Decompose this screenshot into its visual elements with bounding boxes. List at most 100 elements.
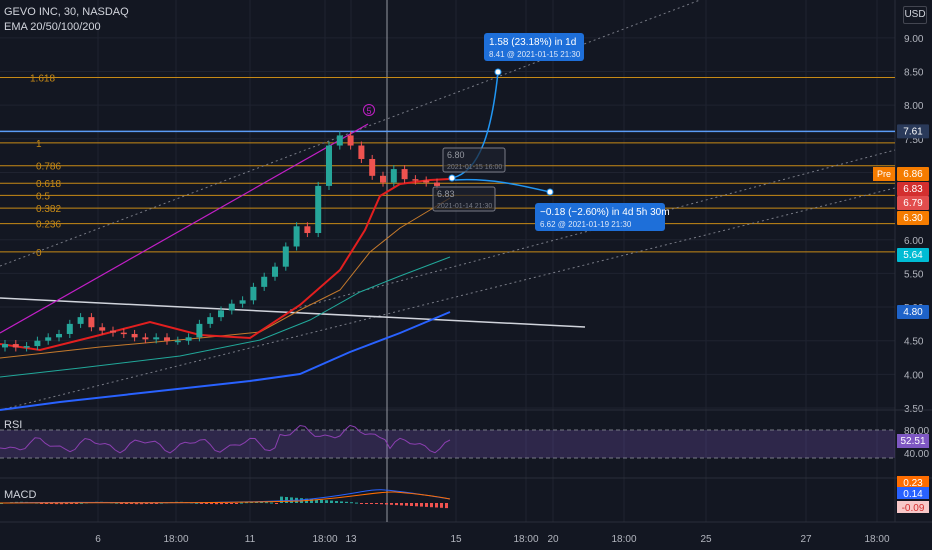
macd-histogram-bar xyxy=(285,497,288,503)
ema-line-100 xyxy=(0,256,451,378)
macd-histogram-bar xyxy=(400,503,403,506)
macd-histogram-bar xyxy=(70,503,73,504)
rsi-band xyxy=(0,430,895,458)
candle-body xyxy=(99,327,106,331)
fib-level-label: 0.786 xyxy=(36,162,61,173)
macd-histogram-bar xyxy=(215,503,218,505)
candle-body xyxy=(88,317,95,328)
macd-badge-text: 0.23 xyxy=(903,478,923,489)
candle-body xyxy=(45,337,52,341)
candle-body xyxy=(369,158,376,176)
macd-badge xyxy=(897,487,929,499)
macd-histogram-bar xyxy=(440,503,443,508)
x-tick-label: 25 xyxy=(700,534,712,545)
candle-body xyxy=(390,169,397,183)
macd-histogram-bar xyxy=(220,503,223,505)
faded-label-text: 6.83 xyxy=(437,189,455,199)
indicator-legend: EMA 20/50/100/200 xyxy=(4,21,101,33)
x-tick-label: 15 xyxy=(450,534,462,545)
candle-body xyxy=(228,303,235,311)
x-tick-label: 18:00 xyxy=(513,534,538,545)
wedge-line xyxy=(0,123,369,334)
price-badge-text: 6.83 xyxy=(903,184,923,195)
x-tick-label: 18:00 xyxy=(611,534,636,545)
candle-body xyxy=(77,317,84,324)
candle-body xyxy=(185,337,192,341)
macd-histogram-bar xyxy=(135,503,138,505)
price-badge xyxy=(897,248,929,262)
macd-histogram-bar xyxy=(325,500,328,503)
projection-callout xyxy=(484,33,584,61)
projection-up-path xyxy=(451,71,499,179)
y-tick-label: 9.00 xyxy=(904,34,924,45)
candle-body xyxy=(174,340,181,343)
rsi-tick-label: 40.00 xyxy=(904,449,929,460)
candle-body xyxy=(218,310,224,318)
currency-button[interactable]: USD xyxy=(903,6,927,24)
fib-level-label: 0.5 xyxy=(36,191,50,202)
macd-histogram-bar xyxy=(45,503,48,504)
candle-body xyxy=(34,340,41,347)
faded-label-box xyxy=(442,147,506,173)
macd-histogram-bar xyxy=(205,503,208,504)
fib-level-label: 1.618 xyxy=(30,74,55,85)
candle-body xyxy=(12,344,19,348)
projection-origin xyxy=(448,174,456,182)
macd-badge-text: 0.14 xyxy=(903,489,923,500)
macd-histogram-bar xyxy=(235,503,238,504)
macd-histogram-bar xyxy=(330,500,333,503)
candle-body xyxy=(272,266,278,277)
price-badge xyxy=(897,124,929,139)
macd-badge-text: -0.09 xyxy=(902,503,925,514)
macd-histogram-bar xyxy=(430,503,433,508)
macd-histogram-bar xyxy=(245,502,248,504)
macd-histogram-bar xyxy=(385,503,388,505)
candle-body xyxy=(261,276,268,287)
trend-line-dotted xyxy=(289,149,896,311)
y-tick-label: 4.50 xyxy=(904,337,924,348)
wave-label: 5 xyxy=(366,106,371,116)
candle-body xyxy=(120,332,127,335)
trend-line-white xyxy=(0,297,586,328)
wave-marker xyxy=(363,104,375,116)
macd-histogram-bar xyxy=(405,503,408,506)
ema-line-50 xyxy=(0,197,451,359)
macd-histogram-bar xyxy=(0,503,3,504)
x-tick-label: 18:00 xyxy=(163,534,188,545)
price-badge-text: 6.86 xyxy=(903,169,923,180)
candle-body xyxy=(401,169,408,180)
macd-histogram-bar xyxy=(345,501,348,503)
candle-body xyxy=(56,333,62,338)
candle-body xyxy=(347,135,354,146)
macd-histogram-bar xyxy=(380,503,383,505)
macd-histogram-bar xyxy=(360,503,363,504)
macd-histogram-bar xyxy=(55,503,58,505)
price-badge-text: 5.64 xyxy=(903,250,923,261)
candle-body xyxy=(207,317,214,324)
candle-body xyxy=(66,323,73,334)
candle-body xyxy=(196,323,203,338)
price-badge xyxy=(897,305,929,319)
x-tick-label: 13 xyxy=(345,534,357,545)
candle-body xyxy=(304,226,311,234)
macd-badge xyxy=(897,501,929,513)
macd-histogram-bar xyxy=(40,503,43,504)
macd-histogram-bar xyxy=(75,503,78,504)
macd-histogram-bar xyxy=(355,502,358,504)
candle-body xyxy=(434,182,440,186)
fib-level-label: 0.236 xyxy=(36,220,61,231)
candle-body xyxy=(250,286,257,301)
candle-body xyxy=(239,300,246,304)
fib-level-label: 0 xyxy=(36,248,42,259)
macd-histogram-bar xyxy=(225,503,228,504)
macd-pane-label: MACD xyxy=(4,489,37,501)
macd-histogram-bar xyxy=(350,502,353,504)
y-tick-label: 4.00 xyxy=(904,370,924,381)
price-badge-text: 4.80 xyxy=(903,307,923,318)
macd-histogram-bar xyxy=(270,502,273,504)
x-tick-label: 27 xyxy=(800,534,812,545)
faded-label-subtext: 2021-01-15 16:00 xyxy=(447,164,502,171)
macd-histogram-bar xyxy=(120,503,123,504)
macd-histogram-bar xyxy=(420,503,423,507)
